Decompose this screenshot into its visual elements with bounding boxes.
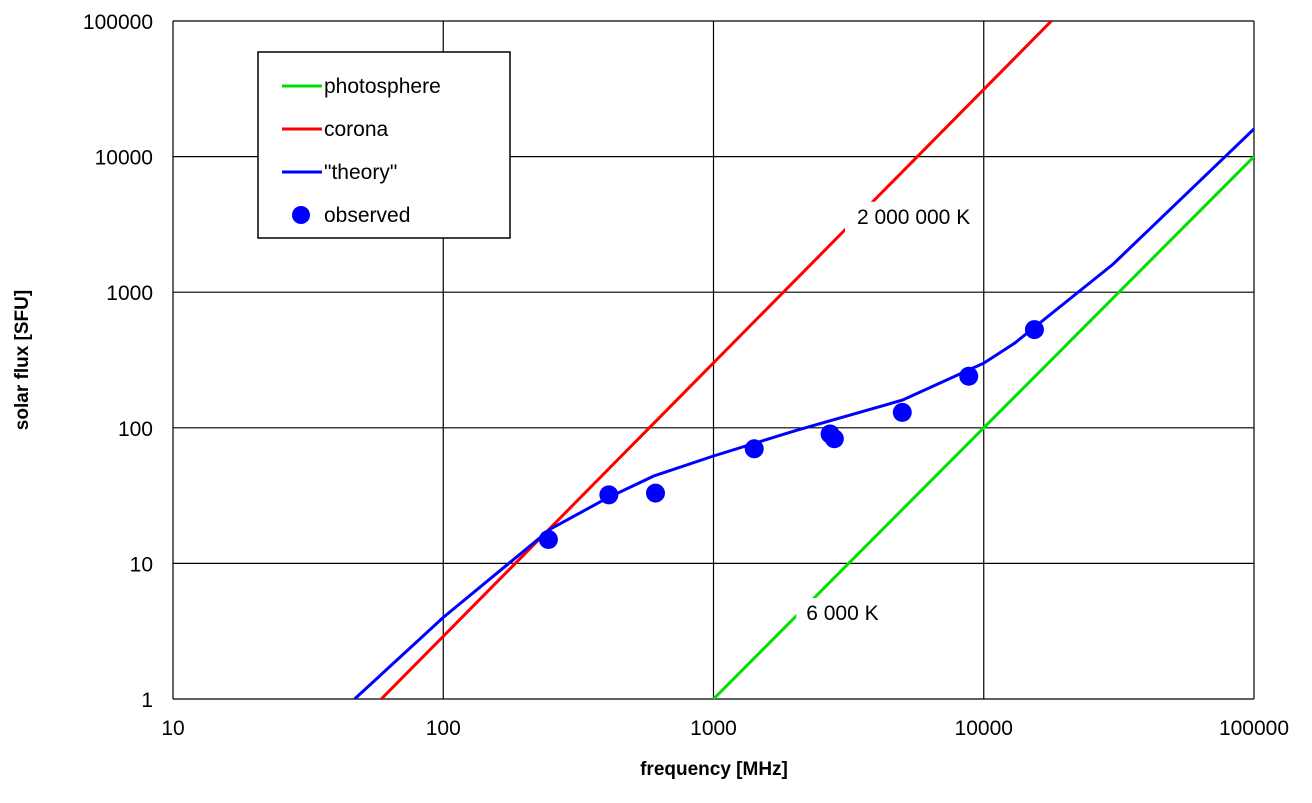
x-tick-label: 100000: [1219, 717, 1289, 740]
annotation-label: 2 000 000 K: [857, 206, 970, 229]
legend-swatch: [292, 206, 310, 224]
observed-point: [824, 429, 844, 449]
observed-point: [538, 530, 558, 550]
annotations: 2 000 000 K 6 000 K: [796, 201, 983, 629]
annotation-label: 6 000 K: [806, 602, 878, 625]
observed-point: [645, 483, 665, 503]
y-tick-label: 10: [130, 553, 153, 576]
y-axis-title: solar flux [SFU]: [12, 290, 33, 430]
y-tick-label: 10000: [95, 147, 153, 170]
observed-point: [959, 366, 979, 386]
x-tick-label: 10: [161, 717, 184, 740]
y-tick-label: 100: [118, 418, 153, 441]
annotation-bg: [796, 598, 889, 629]
annotation-bg: [844, 201, 983, 232]
x-tick-label: 1000: [690, 717, 737, 740]
x-tick-label: 10000: [955, 717, 1013, 740]
y-tick-label: 1: [141, 689, 153, 712]
tick-labels: 10 100 1000 10000 100000 1 10 100 1000 10000 10000…: [83, 11, 1289, 740]
legend-label: photosphere: [324, 75, 441, 98]
legend-label: corona: [324, 118, 389, 141]
observed-point: [1024, 320, 1044, 340]
series-line-corona: [380, 21, 1053, 699]
legend-label: "theory": [324, 161, 397, 184]
legend-label: observed: [324, 204, 410, 227]
observed-point: [892, 402, 912, 422]
x-axis-title: frequency [MHz]: [640, 759, 788, 780]
legend: photosphere corona "theory" observed: [257, 51, 511, 239]
x-tick-label: 100: [426, 717, 461, 740]
observed-point: [744, 439, 764, 459]
y-tick-label: 1000: [106, 282, 153, 305]
y-tick-label: 100000: [83, 11, 153, 34]
observed-point: [599, 485, 619, 505]
